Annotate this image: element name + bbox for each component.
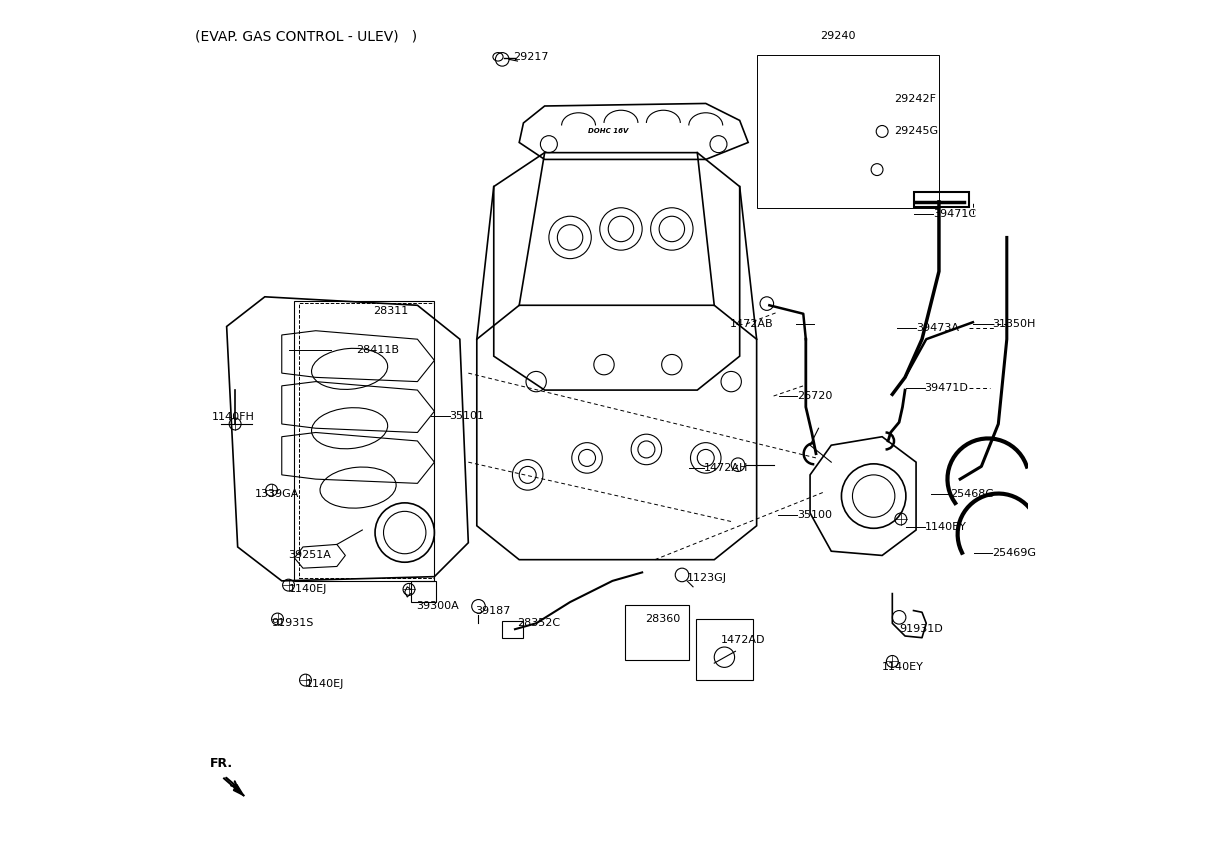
Text: 39187: 39187 [475,605,511,616]
Text: 35101: 35101 [449,410,484,421]
Text: 1140FH: 1140FH [213,412,255,422]
Text: 1123GJ: 1123GJ [687,573,727,583]
Polygon shape [233,784,244,795]
Text: 1472AB: 1472AB [730,319,773,329]
Text: 25469G: 25469G [993,548,1036,558]
Text: 1140EY: 1140EY [882,662,924,672]
Bar [913,192,969,207]
Text: 26720: 26720 [797,391,832,401]
Text: 1339GA: 1339GA [255,488,300,499]
Bar [503,621,523,638]
Text: 39251A: 39251A [289,550,331,561]
Text: 35100: 35100 [797,510,832,520]
Text: 29245G: 29245G [894,126,939,137]
Bar [411,581,436,602]
Text: 29217: 29217 [513,52,548,62]
Bar [696,619,754,680]
Text: 91931D: 91931D [899,624,943,634]
Text: 29242F: 29242F [894,94,936,104]
Text: 91931S: 91931S [272,618,314,628]
Text: 39473A: 39473A [916,323,959,333]
Bar [756,55,939,208]
Text: 1140EJ: 1140EJ [306,679,344,689]
Text: 28360: 28360 [645,614,680,624]
Text: 28311: 28311 [373,306,408,316]
Text: DOHC 16V: DOHC 16V [588,128,628,134]
Text: 39471C: 39471C [933,209,976,219]
Bar [298,303,435,578]
Text: FR.: FR. [210,757,233,771]
Text: 1472AH: 1472AH [704,463,749,473]
Text: 1472AD: 1472AD [721,635,766,645]
Text: 1140EJ: 1140EJ [289,584,327,594]
Bar [626,605,689,660]
Text: 31350H: 31350H [993,319,1035,329]
Text: 39300A: 39300A [416,601,459,611]
Text: 28411B: 28411B [356,345,400,355]
Bar [295,301,435,581]
Text: 39471D: 39471D [924,382,969,393]
Text: 29240: 29240 [820,31,855,42]
Text: 25468G: 25468G [949,488,994,499]
Text: (EVAP. GAS CONTROL - ULEV)   ): (EVAP. GAS CONTROL - ULEV) ) [196,30,418,44]
Text: 28352C: 28352C [517,618,561,628]
Text: 1140EY: 1140EY [924,522,966,533]
